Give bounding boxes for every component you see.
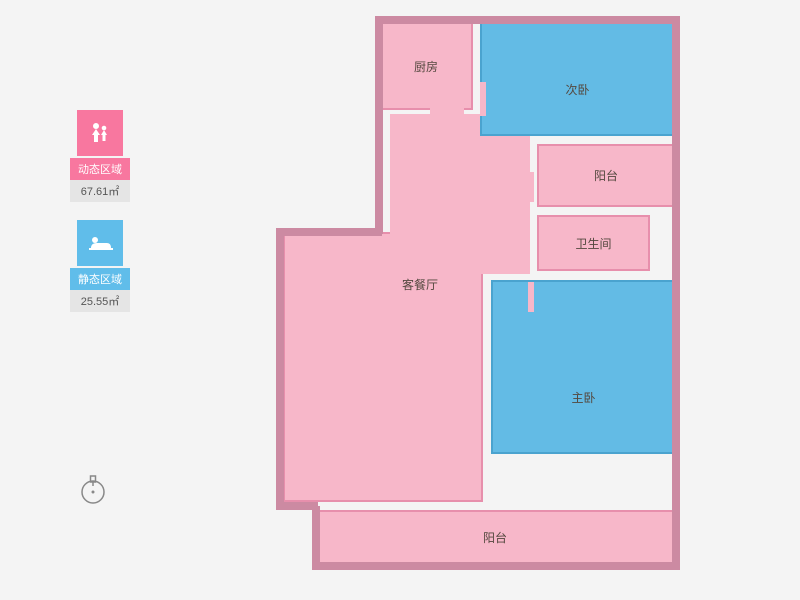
room-bed1: 主卧: [491, 280, 676, 454]
compass-icon: [76, 472, 110, 511]
wall: [672, 16, 680, 568]
room-label: 客餐厅: [402, 276, 438, 293]
room-label: 阳台: [594, 167, 618, 184]
legend-label: 动态区域: [70, 158, 130, 180]
wall: [375, 16, 680, 24]
room-label: 厨房: [414, 58, 438, 75]
legend-value: 25.55㎡: [70, 290, 130, 312]
wall: [276, 228, 284, 508]
wall: [276, 502, 318, 510]
room-bathroom: 卫生间: [537, 215, 650, 271]
room-label: 卫生间: [575, 235, 611, 252]
room-label: 阳台: [483, 529, 507, 546]
legend: 动态区域 67.61㎡ 静态区域 25.55㎡: [65, 110, 135, 330]
wall: [312, 506, 320, 568]
legend-item-dynamic: 动态区域 67.61㎡: [65, 110, 135, 202]
plan-mask: [270, 12, 374, 226]
wall: [276, 228, 382, 236]
room-bed2: 次卧: [480, 22, 675, 136]
wall: [312, 562, 680, 570]
door-gap: [430, 108, 464, 114]
door-gap: [528, 172, 534, 202]
legend-value: 67.61㎡: [70, 180, 130, 202]
door-gap: [528, 282, 534, 312]
room-balcony2: 阳台: [315, 510, 675, 564]
room-balcony1: 阳台: [537, 144, 675, 207]
room-hall: [390, 114, 530, 274]
wall: [375, 16, 383, 234]
legend-label: 静态区域: [70, 268, 130, 290]
room-kitchen: 厨房: [379, 22, 473, 110]
door-gap: [480, 82, 486, 116]
room-label: 次卧: [565, 81, 589, 98]
floorplan: 客餐厅厨房阳台卫生间阳台次卧主卧: [280, 22, 676, 567]
people-icon: [77, 110, 123, 156]
legend-item-static: 静态区域 25.55㎡: [65, 220, 135, 312]
room-label: 主卧: [571, 389, 595, 406]
sleep-icon: [77, 220, 123, 266]
